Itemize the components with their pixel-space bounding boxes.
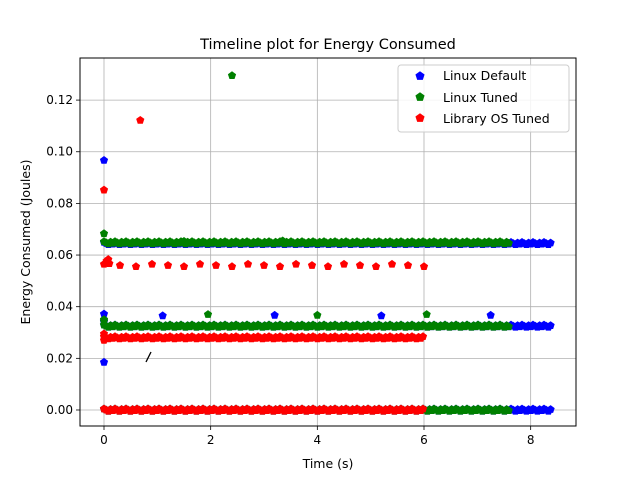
data-point (546, 405, 555, 413)
legend-label: Linux Tuned (443, 90, 518, 105)
data-point (259, 261, 269, 269)
data-point (418, 332, 428, 341)
data-point (99, 155, 109, 164)
data-point (339, 259, 349, 268)
data-band (99, 237, 513, 248)
x-axis-label: Time (s) (302, 456, 354, 471)
data-point (163, 261, 173, 269)
data-point (546, 238, 555, 247)
y-tick-label: 0.00 (46, 403, 73, 417)
data-point (136, 115, 145, 124)
data-point (419, 262, 429, 271)
data-point (278, 236, 287, 245)
chart-title: Timeline plot for Energy Consumed (199, 37, 456, 53)
data-point (307, 261, 317, 269)
data-point (105, 259, 114, 268)
data-point (270, 310, 279, 319)
plot-frame (79, 57, 577, 427)
x-tick-label: 8 (527, 433, 535, 447)
x-tick-label: 6 (420, 433, 428, 447)
x-axis-ticks: 0 2 4 6 8 (100, 426, 534, 447)
data-point (403, 261, 413, 269)
legend-marker-shape (415, 113, 425, 122)
y-tick-label: 0.10 (46, 145, 73, 159)
legend-box (397, 64, 570, 133)
y-tick-label: 0.08 (46, 196, 73, 210)
legend-marker-shape (415, 71, 425, 80)
y-tick-label: 0.02 (46, 351, 73, 365)
legend-marker (415, 113, 425, 122)
data-point (387, 259, 397, 268)
data-band (99, 332, 428, 343)
data-point (99, 185, 109, 194)
data-point (355, 261, 365, 269)
series-layer (99, 71, 555, 415)
data-point (99, 229, 109, 238)
data-point (99, 335, 109, 344)
x-tick-label: 2 (207, 433, 215, 447)
data-point (179, 237, 189, 245)
y-tick-label: 0.06 (46, 248, 73, 262)
data-point (313, 310, 322, 319)
data-point (99, 329, 109, 338)
data-point (418, 404, 428, 413)
data-point (275, 262, 285, 271)
data-point (291, 259, 301, 268)
misc-layer (145, 351, 152, 363)
x-tick-label: 0 (100, 433, 108, 447)
data-point (422, 310, 431, 318)
y-axis-label: Energy Consumed (Joules) (18, 160, 33, 325)
series-library-os-tuned (99, 115, 429, 415)
y-tick-label: 0.04 (46, 300, 73, 314)
legend: Linux Default Linux Tuned Library OS Tun… (397, 64, 570, 133)
data-point (323, 262, 333, 271)
stray-mark (145, 351, 152, 363)
data-point (486, 310, 495, 319)
data-point (227, 71, 237, 80)
data-point (115, 261, 125, 269)
data-point (227, 262, 237, 271)
legend-marker (415, 92, 425, 101)
data-point (546, 321, 555, 329)
data-point (131, 262, 141, 271)
legend-item-library-os-tuned: Library OS Tuned (415, 111, 550, 126)
data-point (504, 406, 513, 415)
data-point (99, 316, 109, 325)
data-point (147, 259, 157, 268)
data-point (158, 311, 167, 320)
y-axis-ticks: 0.00 0.02 0.04 0.06 0.08 0.10 0.12 (46, 93, 80, 417)
data-point (203, 310, 213, 318)
y-tick-label: 0.12 (46, 93, 73, 107)
data-band (99, 259, 429, 271)
data-point (99, 309, 109, 318)
legend-marker (415, 71, 425, 80)
data-point (243, 259, 253, 268)
x-tick-label: 4 (314, 433, 322, 447)
data-point (504, 238, 513, 247)
data-point (377, 311, 386, 320)
legend-label: Library OS Tuned (443, 111, 550, 126)
data-point (211, 261, 221, 269)
legend-item-linux-default: Linux Default (415, 68, 526, 83)
legend-marker-shape (415, 92, 425, 101)
data-point (99, 357, 109, 366)
data-point (371, 262, 381, 271)
legend-label: Linux Default (443, 68, 526, 83)
data-point (179, 262, 189, 271)
data-band (99, 320, 513, 331)
data-point (504, 322, 513, 331)
data-point (195, 259, 205, 268)
data-band (99, 404, 428, 415)
legend-item-linux-tuned: Linux Tuned (415, 90, 518, 105)
